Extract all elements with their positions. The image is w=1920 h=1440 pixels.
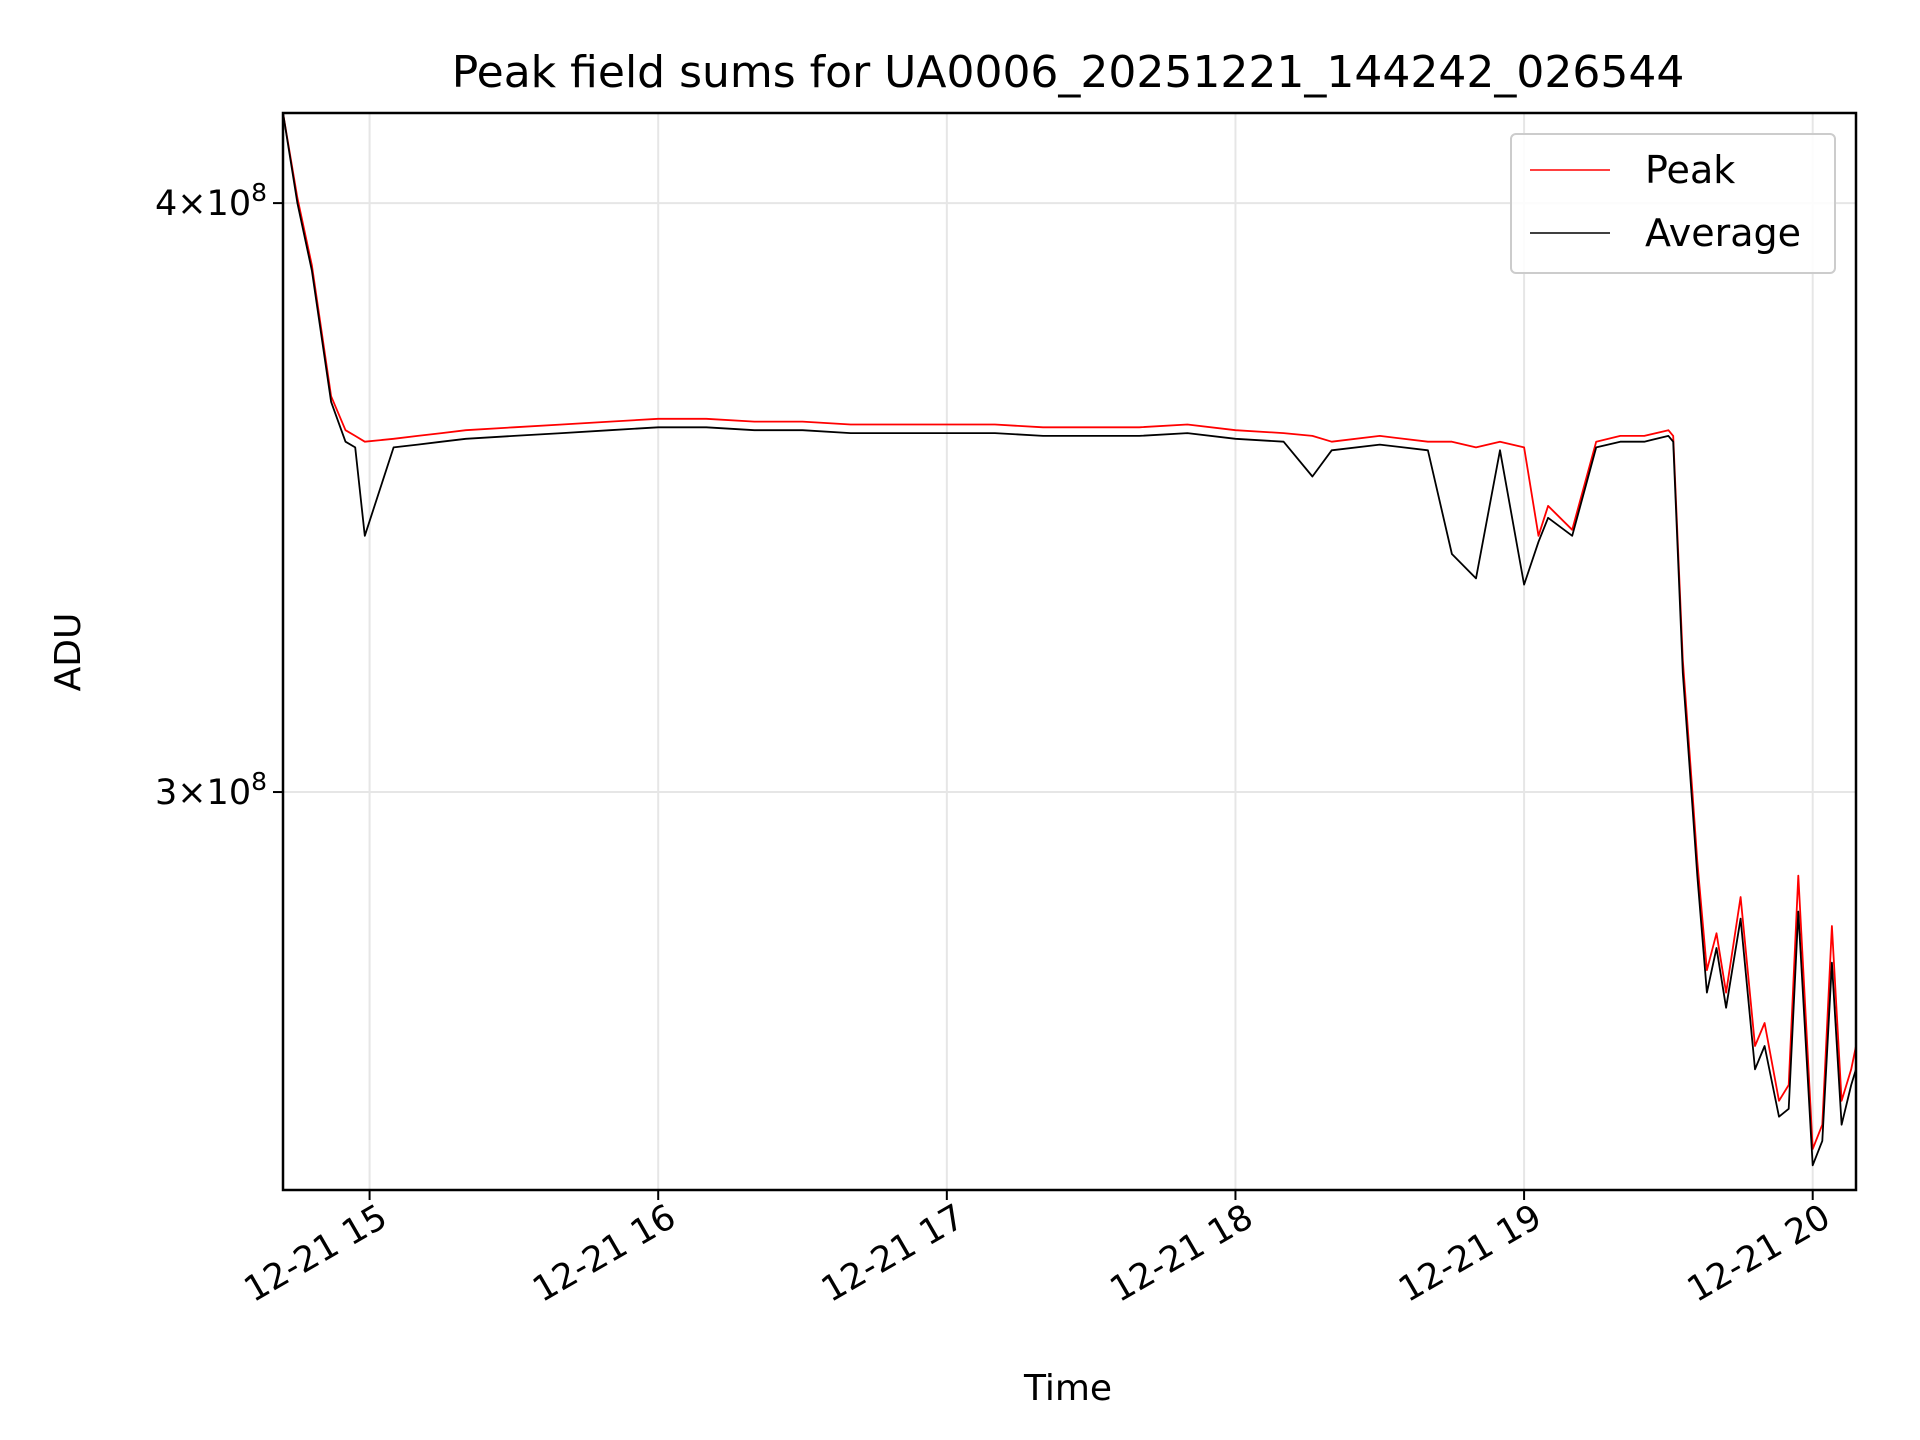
y-tick-label: 4×108: [155, 178, 267, 224]
plot-area-frame: [281, 111, 1858, 1192]
legend-box: [1510, 133, 1836, 274]
legend-average-label: Average: [1645, 211, 1801, 255]
y-axis-label: ADU: [48, 613, 89, 692]
y-axis-ticks: 4×108 3×108: [155, 178, 283, 813]
y-tick-label: 3×108: [155, 767, 267, 813]
chart-title: Peak field sums for UA0006_20251221_1442…: [452, 47, 1685, 98]
series-line-average: [283, 113, 1856, 1167]
legend: Peak Average: [1510, 133, 1836, 274]
legend-peak-label: Peak: [1645, 148, 1735, 192]
series-line-peak: [283, 113, 1856, 1150]
x-axis-label: Time: [1023, 1368, 1112, 1409]
plot-series: [283, 113, 1856, 1167]
